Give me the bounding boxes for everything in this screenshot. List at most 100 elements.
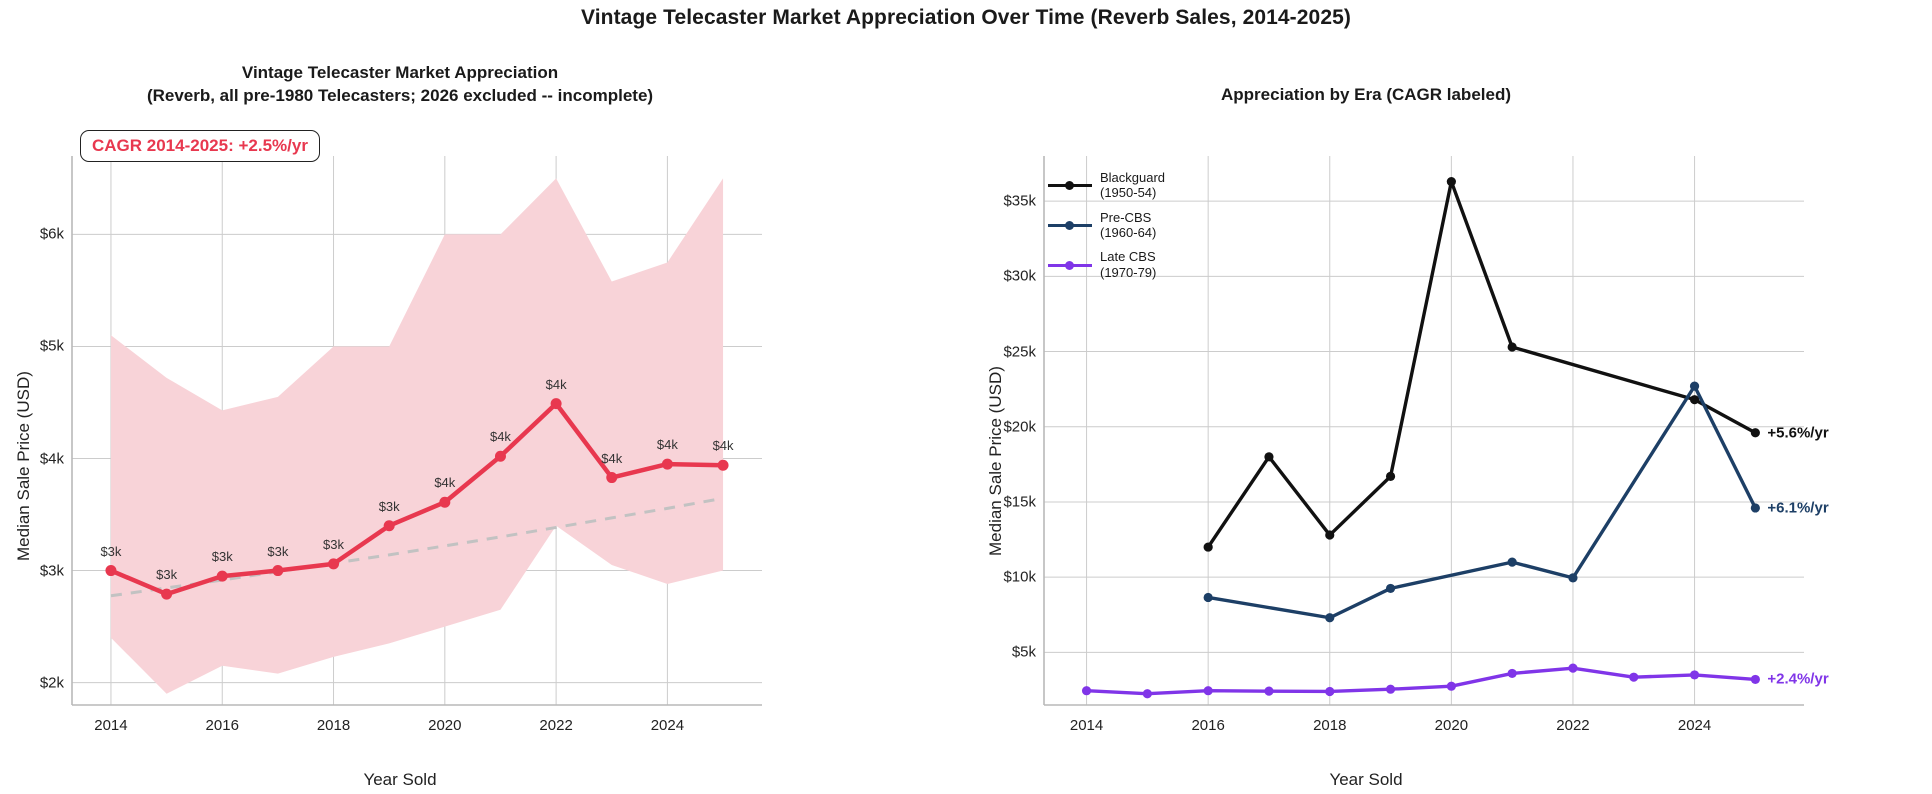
y-tick-label: $35k — [1003, 192, 1036, 210]
data-point-label: $4k — [545, 376, 567, 392]
legend-item-2[interactable]: Late CBS (1970-79) — [1048, 249, 1165, 280]
y-tick-label: $3k — [39, 562, 64, 580]
data-point[interactable] — [1264, 686, 1274, 696]
left-plot-area — [71, 156, 762, 706]
series-cagr-label: +6.1%/yr — [1767, 499, 1829, 517]
data-point[interactable] — [1507, 557, 1517, 567]
x-tick-label: 2018 — [1313, 717, 1347, 734]
y-tick-label: $15k — [1003, 493, 1036, 511]
data-point[interactable] — [1507, 668, 1517, 679]
left-chart-panel: Vintage Telecaster Market Appreciation (… — [0, 56, 800, 794]
data-point[interactable] — [550, 398, 562, 410]
series-cagr-label: +5.6%/yr — [1767, 424, 1829, 442]
data-point[interactable] — [606, 472, 618, 484]
data-point-label: $4k — [712, 438, 734, 454]
data-point[interactable] — [1081, 686, 1092, 696]
data-point[interactable] — [661, 458, 673, 470]
data-point[interactable] — [1325, 686, 1335, 697]
data-point[interactable] — [1446, 176, 1456, 187]
data-point[interactable] — [717, 459, 729, 471]
right-y-axis-label: Median Sale Price (USD) — [986, 366, 1005, 556]
data-point[interactable] — [383, 520, 395, 532]
legend-marker-icon — [1048, 178, 1092, 192]
data-point[interactable] — [1385, 471, 1396, 481]
data-point[interactable] — [439, 496, 451, 508]
data-point[interactable] — [494, 450, 506, 462]
right-chart-legend: Blackguard (1950-54) Pre-CBS (1960-64) Lat… — [1048, 170, 1165, 289]
data-point[interactable] — [1750, 503, 1760, 513]
left-chart-title: Vintage Telecaster Market Appreciation (… — [0, 62, 800, 108]
x-tick-label: 2016 — [1191, 717, 1225, 734]
x-tick-label: 2018 — [316, 717, 351, 734]
era-series-line — [1084, 666, 1758, 696]
y-tick-label: $5k — [39, 337, 64, 355]
data-point-label: $3k — [378, 498, 400, 514]
data-point-label: $3k — [267, 543, 289, 559]
data-point[interactable] — [1750, 428, 1760, 438]
legend-item-0[interactable]: Blackguard (1950-54) — [1048, 170, 1165, 201]
left-chart-title-line2: (Reverb, all pre-1980 Telecasters; 2026 … — [146, 85, 654, 105]
data-point[interactable] — [1689, 381, 1700, 391]
data-point[interactable] — [1203, 592, 1213, 603]
data-point[interactable] — [328, 558, 340, 570]
data-point[interactable] — [1446, 681, 1456, 691]
x-tick-label: 2016 — [205, 717, 239, 734]
x-tick-label: 2024 — [1677, 717, 1712, 734]
data-point[interactable] — [1325, 613, 1335, 623]
data-point[interactable] — [1568, 663, 1578, 673]
y-tick-label: $4k — [39, 450, 64, 467]
x-tick-label: 2014 — [94, 717, 128, 734]
data-point[interactable] — [1689, 670, 1700, 680]
legend-marker-icon — [1048, 218, 1092, 232]
data-point-label: $4k — [601, 450, 623, 466]
data-point[interactable] — [1385, 583, 1396, 594]
data-point[interactable] — [1385, 684, 1396, 694]
figure-suptitle: Vintage Telecaster Market Appreciation O… — [581, 6, 1351, 29]
era-series-line — [1206, 179, 1758, 549]
data-point[interactable] — [216, 570, 228, 582]
legend-item-label: Blackguard (1950-54) — [1100, 170, 1166, 201]
data-point[interactable] — [1750, 674, 1760, 685]
data-point-label: $3k — [100, 543, 122, 559]
data-point-label: $3k — [156, 567, 178, 583]
cagr-annotation: CAGR 2014-2025: +2.5%/yr — [80, 130, 320, 162]
series-cagr-label: +2.4%/yr — [1767, 670, 1829, 688]
y-tick-label: $6k — [39, 225, 64, 243]
left-chart-title-line1: Vintage Telecaster Market Appreciation — [241, 63, 559, 82]
data-point[interactable] — [1689, 395, 1700, 405]
data-point[interactable] — [1568, 573, 1578, 583]
price-range-band — [110, 178, 724, 694]
right-chart-title: Appreciation by Era (CAGR labeled) — [1221, 85, 1511, 104]
median-price-line — [108, 401, 726, 597]
legend-item-1[interactable]: Pre-CBS (1960-64) — [1048, 210, 1165, 241]
data-point-label: $3k — [211, 549, 233, 565]
right-plot-area — [1043, 156, 1804, 706]
data-point-label: $4k — [489, 429, 511, 445]
data-point[interactable] — [1507, 342, 1517, 352]
data-point[interactable] — [1264, 452, 1274, 462]
right-x-axis-label: Year Sold — [1329, 770, 1403, 789]
y-tick-label: $30k — [1003, 267, 1036, 285]
x-tick-label: 2020 — [428, 717, 462, 734]
data-point-label: $3k — [323, 536, 345, 552]
data-point[interactable] — [1629, 672, 1639, 682]
data-point[interactable] — [1325, 530, 1335, 540]
data-point[interactable] — [161, 588, 173, 600]
data-point[interactable] — [1203, 686, 1213, 696]
x-tick-label: 2022 — [1556, 717, 1590, 734]
data-point[interactable] — [105, 565, 117, 577]
right-chart-panel: Appreciation by Era (CAGR labeled) Media… — [800, 56, 1932, 794]
x-tick-label: 2014 — [1069, 717, 1104, 734]
y-tick-label: $5k — [1011, 643, 1036, 661]
data-point-label: $4k — [434, 475, 456, 491]
legend-item-label: Late CBS (1970-79) — [1100, 249, 1157, 280]
x-tick-label: 2024 — [650, 717, 685, 734]
data-point[interactable] — [1142, 689, 1152, 699]
y-tick-label: $2k — [39, 674, 64, 692]
data-point[interactable] — [272, 565, 284, 577]
data-point-label: $4k — [656, 437, 678, 453]
legend-marker-icon — [1048, 258, 1092, 272]
data-point[interactable] — [1203, 542, 1213, 552]
x-tick-label: 2020 — [1434, 717, 1469, 734]
